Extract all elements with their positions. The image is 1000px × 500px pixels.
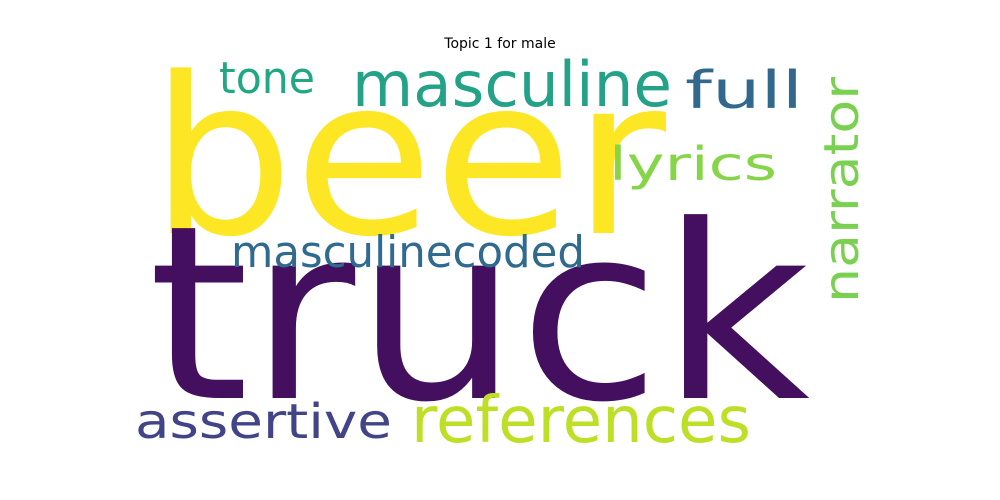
- word-narrator: narrator: [814, 77, 870, 303]
- chart-title: Topic 1 for male: [444, 36, 556, 52]
- word-beer: beer: [150, 32, 666, 285]
- word-assertive: assertive: [135, 394, 392, 450]
- word-tone: tone: [219, 53, 315, 104]
- word-truck: truck: [148, 174, 810, 456]
- word-lyrics: lyrics: [609, 137, 777, 191]
- word-full: full: [685, 61, 803, 121]
- word-masculinecoded: masculinecoded: [231, 227, 585, 278]
- word-masculine: masculine: [352, 48, 672, 121]
- word-references: references: [411, 384, 751, 458]
